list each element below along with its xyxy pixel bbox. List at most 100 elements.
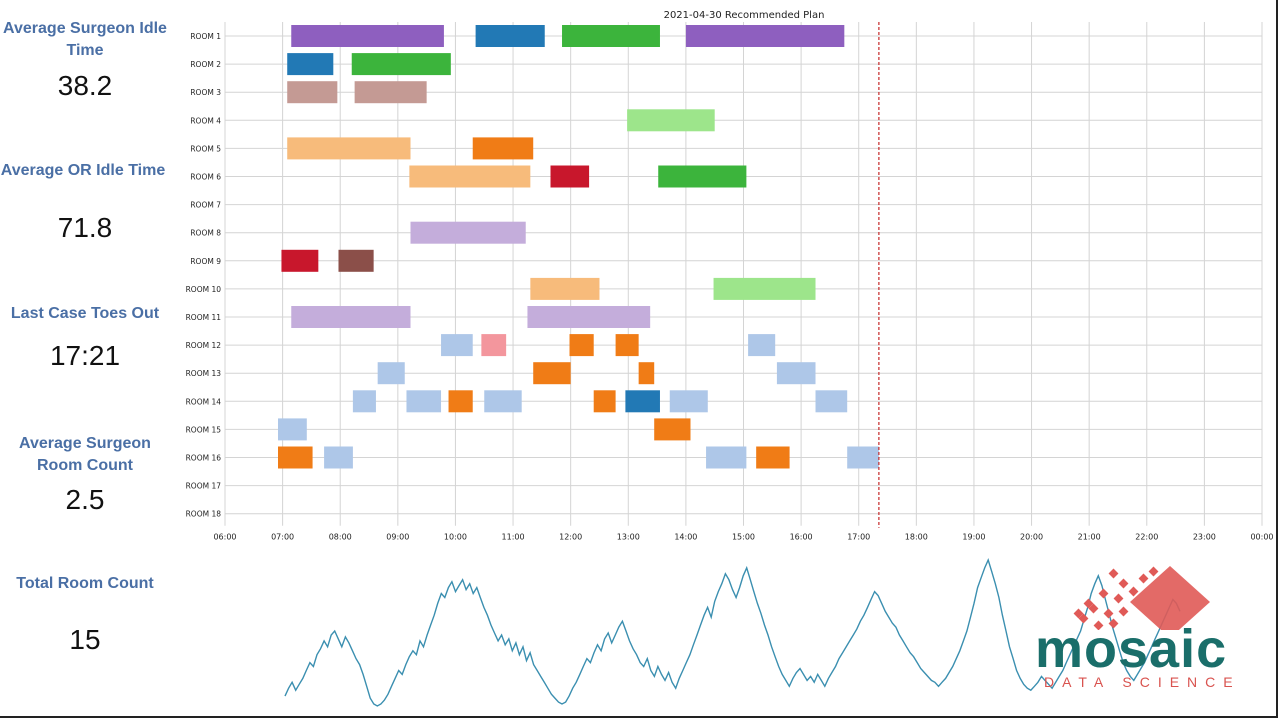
room-label: ROOM 11 [186,313,222,322]
case-bar [815,390,848,413]
time-tick-label: 10:00 [444,533,467,542]
logo-tile [1078,613,1089,624]
case-bar [281,249,319,272]
case-bar [484,390,522,413]
time-tick-label: 22:00 [1135,533,1158,542]
case-bar [533,362,571,385]
case-bar [550,165,590,188]
logo-tile [1108,568,1119,579]
room-label: ROOM 13 [186,369,222,378]
logo-tile [1108,618,1119,629]
logo-mosaic-mark [1073,566,1210,630]
total-room-count-value: 15 [69,624,101,655]
room-label: ROOM 17 [186,482,222,491]
case-bar [713,277,816,300]
room-label: ROOM 15 [186,425,222,434]
case-bar [638,362,655,385]
time-tick-label: 00:00 [1250,533,1273,542]
or-idle-value: 71.8 [57,212,113,243]
room-label: ROOM 4 [190,116,221,125]
surgeon-room-count-value: 2.5 [65,484,105,515]
logo-tile [1148,566,1159,577]
logo-tile [1118,606,1129,617]
case-bar [324,446,353,469]
time-tick-label: 12:00 [559,533,582,542]
time-tick-label: 11:00 [502,533,525,542]
time-tick-label: 07:00 [271,533,294,542]
case-bar [569,334,594,357]
room-label: ROOM 1 [190,32,221,41]
case-bar [338,249,374,272]
case-bar [669,390,708,413]
time-tick-label: 20:00 [1020,533,1043,542]
case-bar [527,306,651,328]
time-tick-label: 08:00 [329,533,352,542]
case-bar [354,81,427,104]
room-label: ROOM 3 [190,88,221,97]
case-bar [291,25,444,47]
case-bar [593,390,616,413]
time-tick-label: 23:00 [1193,533,1216,542]
case-bar [406,390,442,413]
or-idle-label: Average OR Idle Time [0,162,166,179]
case-bar [287,81,338,104]
logo-tile [1083,598,1094,609]
case-bar [627,109,715,132]
case-bar [441,334,473,357]
logo-tile [1103,608,1114,619]
room-label: ROOM 8 [190,229,221,238]
last-case-value: 17:21 [49,340,121,371]
time-tick-label: 15:00 [732,533,755,542]
logo-tile [1113,593,1124,604]
case-bar [658,165,747,188]
room-label: ROOM 18 [186,510,222,519]
case-bar [685,25,845,47]
time-tick-label: 18:00 [905,533,928,542]
case-bar [847,446,879,469]
case-bar [654,418,691,441]
case-bar [291,306,411,328]
case-bar [278,446,313,469]
logo-tile [1093,620,1104,630]
room-label: ROOM 16 [186,454,222,463]
time-tick-label: 14:00 [674,533,697,542]
surgeon-idle-label: Average Surgeon Idle Time [3,20,167,59]
logo-tile [1073,608,1084,619]
room-label: ROOM 7 [190,201,221,210]
case-bar [352,390,376,413]
time-tick-label: 16:00 [790,533,813,542]
company-logo: mosaic DATA SCIENCE [1020,560,1250,695]
case-bar [475,25,545,47]
case-bar [615,334,639,357]
case-bar [409,165,531,188]
room-label: ROOM 12 [186,341,222,350]
case-bar [287,137,411,160]
time-tick-label: 09:00 [386,533,409,542]
case-bar [748,334,776,357]
case-bar [706,446,747,469]
case-bar [377,362,405,385]
case-bar [410,221,526,244]
logo-tile [1138,573,1149,584]
case-bar [351,53,451,76]
room-label: ROOM 14 [186,397,222,406]
last-case-label: Last Case Toes Out [10,305,160,322]
logo-tile [1118,578,1129,589]
time-ticks: 06:00 07:00 08:00 09:00 10:00 11:00 12:00 13:00… [213,533,1273,542]
logo-tile [1098,588,1109,599]
case-bar [278,418,307,441]
case-bar [448,390,473,413]
room-label: ROOM 5 [190,144,221,153]
surgeon-idle-value: 38.2 [57,70,113,101]
room-label: ROOM 9 [190,257,221,266]
room-label: ROOM 10 [186,285,222,294]
case-bars [278,25,879,469]
time-tick-label: 06:00 [213,533,236,542]
room-label: ROOM 2 [190,60,221,69]
total-room-count-label: Total Room Count [16,575,154,592]
time-tick-label: 19:00 [962,533,985,542]
surgeon-room-count-label: Average Surgeon Room Count [19,435,151,474]
logo-tile [1128,586,1139,597]
